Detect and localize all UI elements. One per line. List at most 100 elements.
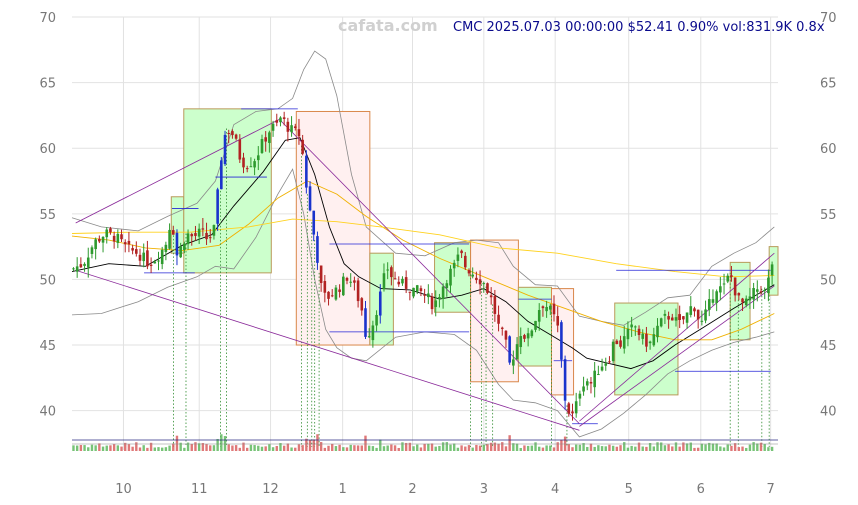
candle-body xyxy=(171,230,175,235)
volume-bar xyxy=(453,443,456,451)
volume-bar xyxy=(197,443,201,451)
candle-body xyxy=(582,386,585,392)
volume-bar xyxy=(722,447,726,451)
volume-bar xyxy=(223,436,227,451)
candle-body xyxy=(685,312,689,323)
y-tick-label-right: 70 xyxy=(820,11,837,26)
volume-bar xyxy=(600,446,604,451)
volume-bar xyxy=(327,445,330,451)
candle-body xyxy=(767,277,770,294)
candle-body xyxy=(223,134,227,165)
candle-body xyxy=(667,316,670,320)
volume-bar xyxy=(478,445,482,451)
candle-body xyxy=(345,277,349,281)
candle-body xyxy=(593,370,596,388)
candle-body xyxy=(438,297,441,300)
candle-body xyxy=(220,160,223,190)
candle-body xyxy=(597,374,600,376)
volume-bar xyxy=(397,447,400,451)
candle-body xyxy=(286,121,290,132)
volume-bar xyxy=(756,443,759,451)
volume-bar xyxy=(530,445,534,451)
volume-bar xyxy=(685,443,689,451)
candle-body xyxy=(630,324,633,328)
candles xyxy=(72,111,774,421)
volume-bar xyxy=(611,445,615,451)
candle-body xyxy=(375,314,378,326)
candle-body xyxy=(190,234,194,237)
candle-body xyxy=(367,336,371,338)
candle-body xyxy=(722,283,726,285)
candle-body xyxy=(589,381,593,384)
candle-body xyxy=(530,330,534,337)
volume-bar xyxy=(356,445,360,451)
candle-body xyxy=(279,117,282,123)
candle-body xyxy=(752,288,755,300)
volume-bar xyxy=(663,445,667,451)
candle-body xyxy=(693,308,696,312)
candle-body xyxy=(356,280,360,302)
volume-bar xyxy=(79,445,83,451)
volume-bar xyxy=(164,447,168,451)
volume-bar xyxy=(301,445,304,451)
candle-body xyxy=(308,186,312,211)
volume-bar xyxy=(172,443,175,451)
volume-bar xyxy=(412,446,415,451)
candle-body xyxy=(449,268,452,286)
candle-body xyxy=(86,257,90,268)
volume-bar xyxy=(730,445,733,451)
x-tick-label: 3 xyxy=(480,482,488,497)
volume-bar xyxy=(149,442,153,451)
candle-body xyxy=(645,333,648,347)
candle-body xyxy=(275,120,279,123)
volume-bar xyxy=(767,447,770,451)
volume-bar xyxy=(242,442,245,451)
candle-body xyxy=(404,277,408,289)
candle-body xyxy=(316,236,319,263)
candle-body xyxy=(231,131,234,136)
candle-body xyxy=(682,316,685,320)
candle-body xyxy=(393,278,397,280)
candle-body xyxy=(160,249,164,265)
candle-body xyxy=(342,276,345,296)
volume-bar xyxy=(305,438,308,451)
y-tick-label-right: 40 xyxy=(820,405,837,420)
candle-body xyxy=(175,232,179,256)
candle-body xyxy=(253,161,256,168)
volume-bar xyxy=(586,446,589,451)
candle-body xyxy=(427,293,430,298)
candle-body xyxy=(264,137,267,142)
candle-body xyxy=(90,247,94,254)
candle-body xyxy=(489,295,493,298)
volume-bar xyxy=(308,439,312,451)
candle-body xyxy=(79,264,83,268)
candle-body xyxy=(305,155,308,188)
candle-body xyxy=(478,279,482,285)
candle-body xyxy=(153,261,157,264)
volume-bar xyxy=(752,442,755,451)
volume-bar xyxy=(449,444,452,451)
volume-bar xyxy=(238,447,242,451)
candle-body xyxy=(164,244,168,252)
candle-body xyxy=(360,298,364,311)
y-tick-label-right: 50 xyxy=(820,273,837,288)
volume-bar xyxy=(393,445,397,451)
volume-bar xyxy=(604,446,607,451)
volume-bar xyxy=(671,446,674,451)
volume-bar xyxy=(567,444,570,451)
volume-bar xyxy=(678,446,681,451)
candle-body xyxy=(500,327,504,329)
volume-bar xyxy=(737,447,741,451)
candle-body xyxy=(83,263,86,266)
volume-bar xyxy=(497,443,500,451)
candle-body xyxy=(120,234,123,240)
volume-bar xyxy=(711,443,715,451)
volume-bar xyxy=(408,442,412,451)
bollinger-lower xyxy=(71,168,775,438)
y-tick-label-right: 45 xyxy=(820,339,837,354)
volume-bar xyxy=(493,442,497,451)
candle-body xyxy=(519,336,523,348)
candle-body xyxy=(312,210,316,235)
candle-body xyxy=(471,274,474,277)
volume-bar xyxy=(556,442,559,451)
